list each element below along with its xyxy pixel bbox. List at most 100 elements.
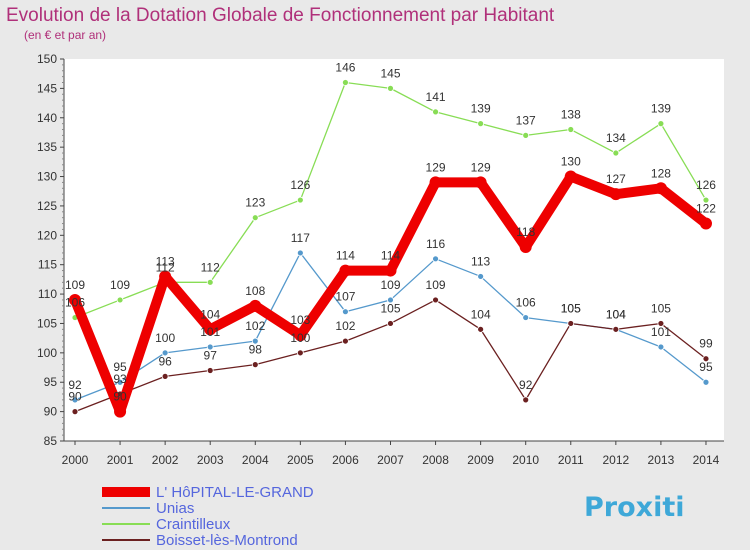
chart-title: Evolution de la Dotation Globale de Fonc… (6, 5, 555, 26)
data-point (71, 396, 79, 404)
y-tick-label: 85 (44, 434, 58, 448)
data-point (519, 241, 532, 254)
data-label: 139 (471, 102, 491, 116)
data-point (384, 264, 397, 277)
data-label: 117 (291, 231, 310, 245)
data-label: 139 (651, 102, 671, 116)
data-label: 141 (426, 90, 446, 104)
data-point (654, 182, 667, 195)
y-tick-label: 90 (44, 405, 58, 419)
data-point (296, 349, 304, 357)
data-label: 146 (335, 61, 355, 75)
data-point (206, 367, 214, 374)
data-label: 100 (155, 331, 175, 345)
data-label: 105 (651, 301, 671, 315)
brand-logo: Proxiti (584, 492, 685, 523)
data-point (567, 126, 575, 133)
data-label: 129 (471, 160, 491, 174)
data-label: 109 (110, 278, 130, 292)
data-label: 109 (65, 278, 85, 292)
data-label: 101 (200, 325, 220, 339)
x-tick-label: 2007 (377, 453, 404, 467)
x-tick-label: 2013 (648, 453, 675, 467)
data-label: 108 (245, 284, 265, 298)
data-point (612, 325, 620, 333)
data-point (339, 264, 352, 277)
data-point (342, 308, 349, 316)
data-label: 116 (426, 237, 445, 251)
data-label: 101 (651, 325, 671, 339)
data-point (564, 170, 577, 183)
y-tick-label: 95 (44, 375, 58, 389)
data-label: 128 (651, 166, 671, 180)
legend-label: Boisset-lès-Montrond (156, 532, 298, 549)
data-label: 122 (696, 202, 716, 216)
data-label: 105 (380, 301, 400, 315)
data-label: 102 (335, 319, 355, 333)
x-tick-label: 2006 (332, 453, 359, 467)
data-point (474, 176, 487, 189)
data-point (296, 249, 304, 257)
data-point (699, 217, 712, 230)
data-point (296, 196, 304, 204)
data-label: 109 (426, 278, 446, 292)
data-label: 113 (156, 254, 175, 268)
data-point (249, 299, 262, 312)
x-tick-label: 2003 (197, 453, 224, 467)
data-point (702, 355, 710, 363)
data-label: 112 (156, 260, 175, 274)
data-point (342, 337, 349, 345)
data-point (432, 296, 439, 304)
x-tick-label: 2014 (693, 453, 720, 467)
data-label: 93 (113, 372, 127, 386)
data-point (702, 196, 710, 204)
data-point (251, 361, 259, 369)
y-tick-label: 120 (37, 228, 57, 242)
x-tick-label: 2010 (512, 453, 539, 467)
data-label: 130 (561, 155, 581, 169)
data-point (702, 378, 710, 386)
data-label: 100 (290, 331, 310, 345)
data-point (522, 314, 530, 321)
data-label: 104 (606, 307, 626, 321)
data-label: 99 (699, 337, 713, 351)
y-tick-label: 110 (38, 287, 57, 301)
data-label: 137 (516, 113, 536, 127)
data-point (612, 149, 620, 157)
data-label: 105 (561, 301, 581, 315)
data-point (657, 320, 665, 327)
data-label: 138 (561, 108, 581, 122)
data-point (432, 108, 439, 116)
data-label: 104 (471, 307, 491, 321)
y-tick-label: 135 (37, 140, 57, 154)
data-point (71, 408, 79, 416)
data-label: 109 (380, 278, 400, 292)
data-point (206, 343, 214, 351)
data-point (161, 372, 169, 380)
data-point (477, 325, 485, 333)
data-label: 129 (426, 160, 446, 174)
x-tick-label: 2011 (558, 453, 584, 467)
data-label: 126 (696, 178, 716, 192)
legend-label: L' HôPITAL-LE-GRAND (156, 484, 314, 501)
legend-label: Unias (156, 500, 194, 517)
x-tick-label: 2012 (602, 453, 629, 467)
y-tick-label: 105 (37, 316, 57, 330)
data-label: 98 (249, 343, 263, 357)
data-point (522, 131, 530, 139)
data-point (206, 278, 214, 286)
data-point (159, 270, 172, 283)
data-point (609, 188, 622, 201)
data-point (161, 349, 169, 357)
data-label: 104 (200, 307, 220, 321)
data-point (116, 296, 124, 304)
data-label: 97 (204, 348, 218, 362)
x-tick-label: 2008 (422, 453, 449, 467)
data-label: 113 (471, 254, 490, 268)
data-point (204, 323, 217, 336)
data-label: 92 (68, 378, 82, 392)
data-point (294, 329, 307, 342)
data-point (522, 396, 530, 404)
data-point (342, 79, 349, 86)
